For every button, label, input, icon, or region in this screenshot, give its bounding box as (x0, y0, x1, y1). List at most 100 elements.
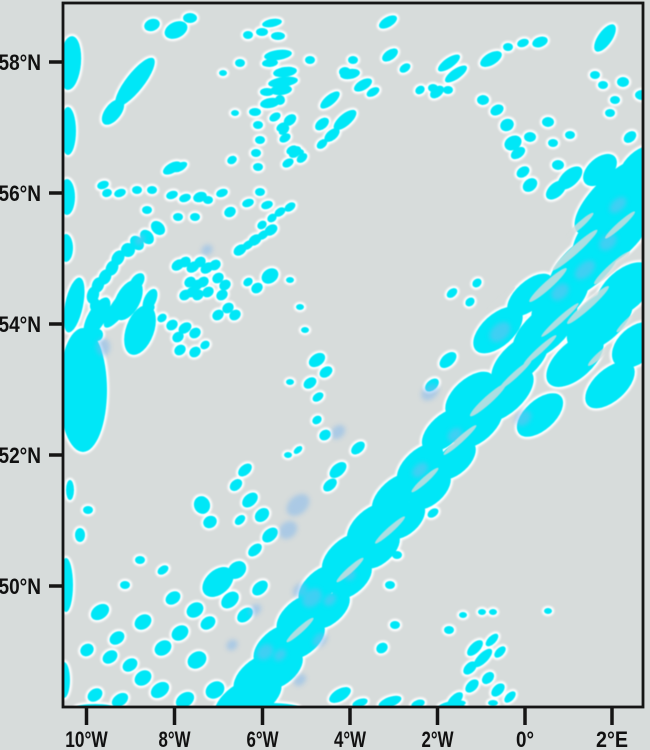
map-patch (332, 561, 372, 599)
map-patch (197, 276, 209, 288)
patch-gap (616, 307, 643, 333)
map-patch (275, 95, 285, 105)
map-patch (238, 463, 252, 477)
map-patch (269, 112, 281, 122)
map-patch (242, 492, 258, 508)
map-patch (491, 683, 505, 697)
map-patch (173, 213, 183, 221)
map-patch (174, 344, 186, 356)
patch-gap (411, 467, 439, 493)
map-patch (548, 139, 558, 147)
map-patch (284, 452, 292, 458)
map-patch (444, 626, 454, 634)
map-patch (503, 43, 513, 51)
patch-accent (273, 649, 287, 661)
map-patch (251, 149, 261, 157)
y-axis-tick-label: 56°N (0, 181, 41, 206)
map-patch (92, 329, 104, 341)
map-patch (446, 288, 458, 298)
patch-gap (587, 344, 613, 366)
map-patch (102, 188, 112, 198)
map-patch (268, 76, 298, 88)
map-patch (267, 213, 277, 223)
map-patch (115, 57, 155, 107)
patch-accent (551, 283, 569, 301)
map-patch (194, 256, 206, 268)
map-patch (500, 118, 514, 132)
patch-accent (489, 322, 511, 342)
map-patch (590, 71, 600, 79)
map-patch (134, 614, 152, 630)
map-patch (488, 700, 498, 706)
map-patch (378, 695, 402, 707)
map-patch (80, 643, 94, 657)
map-patch (63, 277, 85, 333)
map-patch (378, 15, 398, 29)
map-patch (285, 621, 325, 659)
x-axis-tick-label: 0° (516, 727, 534, 750)
map-patch (183, 13, 197, 23)
patch-accent (286, 494, 310, 516)
map-patch (635, 90, 643, 100)
map-patch (489, 609, 497, 615)
map-patch (565, 131, 575, 139)
patch-gap (286, 617, 314, 643)
patch-accent (248, 604, 262, 616)
map-patch (542, 117, 554, 127)
map-patch (305, 56, 315, 64)
map-patch (333, 109, 357, 131)
map-patch (296, 149, 304, 155)
patch-accent-layer (96, 196, 627, 686)
map-patch (66, 480, 74, 500)
map-patch (444, 65, 468, 83)
map-patch (312, 392, 324, 402)
patch-gap (498, 360, 532, 390)
map-patch (366, 87, 380, 97)
map-patch (172, 331, 184, 343)
patch-accent (514, 410, 532, 426)
patch-accent (412, 462, 428, 478)
map-patch (278, 125, 290, 135)
map-patch (286, 277, 294, 283)
map-patch (154, 640, 172, 656)
map-patch (227, 155, 237, 165)
map-patch (165, 591, 181, 605)
map-patch (477, 95, 489, 105)
map-patch (94, 308, 106, 322)
map-patch (150, 220, 166, 236)
map-patch (323, 478, 337, 492)
map-patch (257, 220, 267, 230)
map-patch (439, 351, 457, 369)
patch-gap (443, 425, 477, 455)
patch-accent (421, 383, 439, 401)
map-patch (186, 602, 204, 618)
map-patch (428, 84, 438, 92)
map-patch (303, 377, 317, 389)
map-patch (409, 470, 451, 510)
map-patch (282, 158, 294, 168)
map-patch (234, 515, 246, 525)
map-patch (229, 479, 243, 491)
map-patch (63, 234, 73, 262)
map-patch (283, 114, 297, 126)
map-patch (465, 679, 479, 693)
map-patch (434, 440, 476, 480)
map-patch (120, 581, 130, 589)
patch-gap (469, 383, 507, 417)
map-patch (227, 561, 247, 579)
map-patch (178, 322, 192, 334)
map-patch (243, 31, 253, 39)
map-patch (485, 633, 499, 647)
map-patch (224, 206, 236, 218)
map-patch (310, 591, 350, 629)
x-axis-tick-label: 6°W (247, 727, 279, 750)
map-patch (516, 393, 564, 437)
map-patch (255, 188, 265, 196)
map-patch (147, 186, 157, 194)
map-patch (481, 671, 495, 685)
map-patch (399, 63, 411, 73)
patch-accent (96, 338, 110, 356)
map-patch (594, 24, 616, 52)
map-patch (219, 279, 231, 291)
